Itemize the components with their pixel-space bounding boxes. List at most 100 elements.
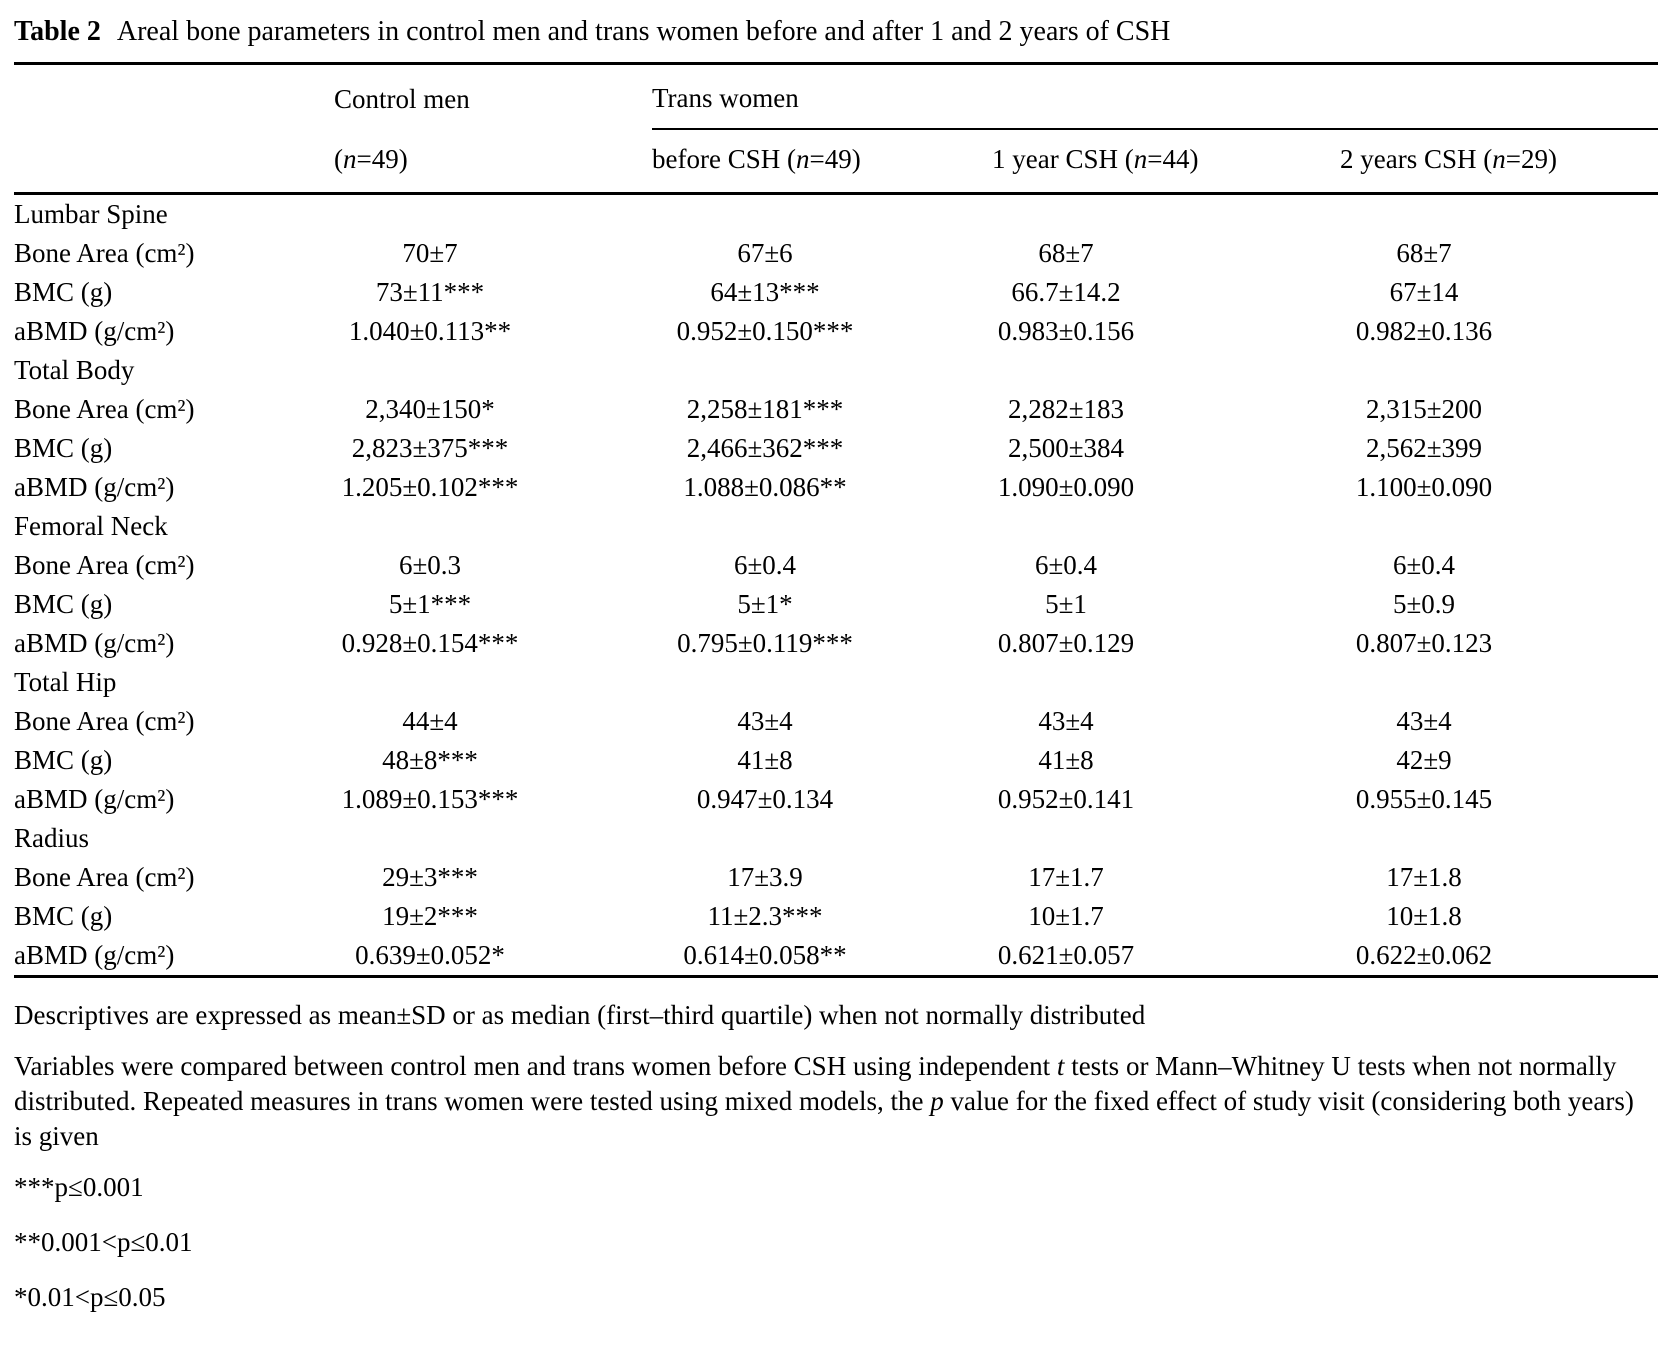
table-row: BMC (g) 19±2*** 11±2.3*** 10±1.7 10±1.8 <box>14 897 1658 936</box>
row-label: aBMD (g/cm²) <box>14 315 175 346</box>
data-cell: 5±1*** <box>388 588 472 619</box>
group-header-row: Control men Trans women <box>14 65 1658 131</box>
table-row: Bone Area (cm²) 70±7 67±6 68±7 68±7 <box>14 234 1658 273</box>
control-n-header: (n=49) <box>334 129 652 195</box>
data-cell: 0.807±0.129 <box>997 627 1135 658</box>
table-row: aBMD (g/cm²) 1.089±0.153*** 0.947±0.134 … <box>14 780 1658 819</box>
data-cell: 67±14 <box>1389 276 1459 307</box>
footnote-descriptives: Descriptives are expressed as mean±SD or… <box>14 999 1146 1030</box>
data-cell: 2,500±384 <box>1007 432 1125 463</box>
data-cell: 43±4 <box>1038 705 1094 736</box>
data-cell: 0.952±0.150*** <box>676 315 854 346</box>
section-header-row: Femoral Neck <box>14 507 1658 546</box>
section-title: Femoral Neck <box>14 510 168 541</box>
data-cell: 2,466±362*** <box>686 432 844 463</box>
table-row: BMC (g) 2,823±375*** 2,466±362*** 2,500±… <box>14 429 1658 468</box>
top-rule-divider <box>14 62 1658 66</box>
row-label: aBMD (g/cm²) <box>14 783 175 814</box>
table-row: aBMD (g/cm²) 0.928±0.154*** 0.795±0.119*… <box>14 624 1658 663</box>
table-caption-text: Areal bone parameters in control men and… <box>116 16 1171 47</box>
section-header-row: Total Hip <box>14 663 1658 702</box>
row-label: aBMD (g/cm²) <box>14 471 175 502</box>
table-row: BMC (g) 5±1*** 5±1* 5±1 5±0.9 <box>14 585 1658 624</box>
data-cell: 5±1* <box>737 588 793 619</box>
data-cell: 1.100±0.090 <box>1355 471 1493 502</box>
data-cell: 43±4 <box>737 705 793 736</box>
data-cell: 29±3*** <box>382 861 478 892</box>
data-cell: 2,315±200 <box>1365 393 1483 424</box>
data-cell: 10±1.8 <box>1386 900 1462 931</box>
row-label: BMC (g) <box>14 432 113 463</box>
data-cell: 42±9 <box>1396 744 1452 775</box>
table-row: BMC (g) 48±8*** 41±8 41±8 42±9 <box>14 741 1658 780</box>
section-title: Total Hip <box>14 666 117 697</box>
data-cell: 1.088±0.086** <box>683 471 847 502</box>
data-cell: 6±0.3 <box>398 549 462 580</box>
data-cell: 0.795±0.119*** <box>677 627 853 658</box>
trans-women-group-header: Trans women <box>652 65 1658 131</box>
table-caption: Table 2 Areal bone parameters in control … <box>14 14 1658 50</box>
data-cell: 0.622±0.062 <box>1340 935 1658 978</box>
data-cell: 0.639±0.052* <box>334 935 652 978</box>
data-cell: 0.947±0.134 <box>696 783 834 814</box>
table-row: aBMD (g/cm²) 0.639±0.052* 0.614±0.058** … <box>14 935 1658 978</box>
empty-header-cell <box>14 65 334 129</box>
section-title: Total Body <box>14 354 135 385</box>
data-cell: 43±4 <box>1396 705 1452 736</box>
data-cell: 0.807±0.123 <box>1355 627 1493 658</box>
data-cell: 1.089±0.153*** <box>341 783 519 814</box>
data-cell: 0.614±0.058** <box>652 935 992 978</box>
data-cell: 68±7 <box>1038 237 1094 268</box>
data-cell: 73±11*** <box>375 276 485 307</box>
data-cell: 66.7±14.2 <box>1011 276 1121 307</box>
table-header: Control men Trans women (n=49) before CS… <box>14 65 1658 195</box>
row-label: Bone Area (cm²) <box>14 549 195 580</box>
data-cell: 67±6 <box>737 237 793 268</box>
data-cell: 41±8 <box>1038 744 1094 775</box>
data-cell: 17±1.8 <box>1386 861 1462 892</box>
data-cell: 1.040±0.113** <box>348 315 512 346</box>
data-cell: 17±1.7 <box>1028 861 1104 892</box>
data-cell: 70±7 <box>402 237 458 268</box>
table-row: Bone Area (cm²) 2,340±150* 2,258±181*** … <box>14 390 1658 429</box>
control-men-group-header: Control men <box>334 84 470 115</box>
table-row: BMC (g) 73±11*** 64±13*** 66.7±14.2 67±1… <box>14 273 1658 312</box>
data-cell: 2,562±399 <box>1365 432 1483 463</box>
table-row: aBMD (g/cm²) 1.040±0.113** 0.952±0.150**… <box>14 312 1658 351</box>
bone-parameters-table: Control men Trans women (n=49) before CS… <box>14 65 1658 978</box>
data-cell: 2,823±375*** <box>351 432 509 463</box>
data-cell: 19±2*** <box>382 900 478 931</box>
row-label: Bone Area (cm²) <box>14 393 195 424</box>
section-header-row: Lumbar Spine <box>14 193 1658 234</box>
sub-header-row: (n=49) before CSH (n=49) 1 year CSH (n=4… <box>14 129 1658 195</box>
row-label: Bone Area (cm²) <box>14 861 195 892</box>
row-label: BMC (g) <box>14 588 113 619</box>
data-cell: 6±0.4 <box>733 549 797 580</box>
row-label: Bone Area (cm²) <box>14 705 195 736</box>
before-csh-header: before CSH (n=49) <box>652 129 992 195</box>
one-year-csh-header: 1 year CSH (n=44) <box>992 129 1340 195</box>
data-cell: 5±1 <box>1045 588 1087 619</box>
table-row: aBMD (g/cm²) 1.205±0.102*** 1.088±0.086*… <box>14 468 1658 507</box>
data-cell: 44±4 <box>402 705 458 736</box>
data-cell: 68±7 <box>1396 237 1452 268</box>
data-cell: 0.955±0.145 <box>1355 783 1493 814</box>
data-cell: 1.090±0.090 <box>997 471 1135 502</box>
empty-header-cell <box>14 129 334 195</box>
data-cell: 5±0.9 <box>1392 588 1456 619</box>
footnote-significance-1: *0.01<p≤0.05 <box>14 1282 166 1313</box>
table-caption-label: Table 2 <box>14 16 101 47</box>
data-cell: 2,282±183 <box>1007 393 1125 424</box>
row-label: Bone Area (cm²) <box>14 237 195 268</box>
section-header-row: Radius <box>14 819 1658 858</box>
row-label: BMC (g) <box>14 276 113 307</box>
row-label: BMC (g) <box>14 900 113 931</box>
row-label: BMC (g) <box>14 744 113 775</box>
data-cell: 48±8*** <box>382 744 478 775</box>
data-cell: 0.982±0.136 <box>1355 315 1493 346</box>
data-cell: 0.952±0.141 <box>997 783 1135 814</box>
table-footnotes: Descriptives are expressed as mean±SD or… <box>14 978 1658 1316</box>
table-row: Bone Area (cm²) 29±3*** 17±3.9 17±1.7 17… <box>14 858 1658 897</box>
data-cell: 2,340±150* <box>365 393 495 424</box>
